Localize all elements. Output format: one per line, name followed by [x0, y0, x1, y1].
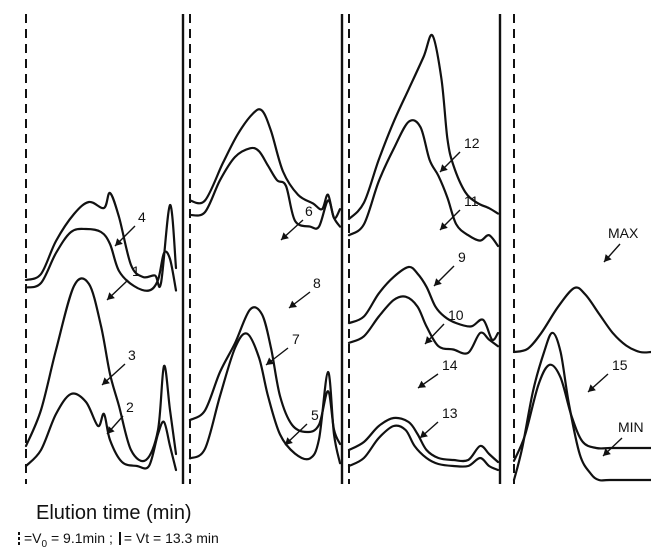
panel-dividers — [25, 14, 515, 484]
peak-label-3: 3 — [128, 347, 136, 363]
trace-10 — [347, 295, 500, 355]
arrowhead-9 — [434, 278, 442, 286]
arrowhead-8 — [289, 300, 297, 308]
peak-label-10: 10 — [448, 307, 464, 323]
marker-legend: =V0 = 9.1min ; = Vt = 13.3 min — [18, 530, 219, 550]
trace-7 — [188, 306, 342, 446]
peak-label-11: 11 — [464, 193, 479, 209]
trace-6 — [188, 108, 342, 220]
legend-v0-value: = 9.1min ; — [47, 530, 113, 546]
arrowhead-12 — [440, 164, 448, 172]
trace-13 — [347, 424, 500, 472]
arrowhead-10 — [425, 336, 433, 344]
peak-label-2: 2 — [126, 399, 134, 415]
peak-label-6: 6 — [305, 203, 313, 219]
arrowhead-5 — [285, 437, 293, 445]
arrowhead-1 — [107, 292, 115, 300]
arrowhead-11 — [440, 222, 448, 230]
peak-label-5: 5 — [311, 407, 319, 423]
peak-label-14: 14 — [442, 357, 458, 373]
peak-label-7: 7 — [292, 331, 300, 347]
peak-label-8: 8 — [313, 275, 321, 291]
trace-5 — [188, 332, 342, 465]
peak-label-max: MAX — [608, 225, 639, 241]
arrowhead-4 — [115, 238, 123, 246]
trace-9 — [347, 265, 500, 342]
peak-label-min: MIN — [618, 419, 644, 435]
elution-traces — [24, 33, 651, 482]
arrowhead-14 — [418, 380, 427, 388]
arrowhead-15 — [588, 384, 596, 392]
trace-15 — [512, 363, 651, 462]
trace-12 — [347, 33, 500, 221]
arrowhead-13 — [420, 430, 428, 438]
arrowhead-2 — [107, 426, 115, 434]
arrowhead-7 — [266, 357, 274, 365]
arrowhead-6 — [281, 232, 289, 240]
trace-3 — [24, 277, 178, 463]
trace-8 — [188, 146, 342, 230]
legend-v0-subscript: 0 — [41, 538, 48, 550]
trace-max — [512, 286, 651, 354]
dashed-marker-icon — [18, 532, 20, 545]
legend-vt-text: = Vt = 13.3 min — [123, 530, 219, 546]
peak-label-12: 12 — [464, 135, 480, 151]
peak-label-1: 1 — [132, 263, 140, 279]
peak-label-4: 4 — [138, 209, 146, 225]
arrowhead-3 — [102, 377, 110, 385]
trace-min — [512, 331, 651, 482]
arrowhead-min — [603, 448, 611, 456]
solid-marker-icon — [118, 532, 121, 545]
trace-11 — [347, 119, 500, 248]
trace-1 — [24, 227, 178, 292]
trace-14 — [347, 416, 500, 464]
peak-label-15: 15 — [612, 357, 628, 373]
peak-label-9: 9 — [458, 249, 466, 265]
x-axis-label: Elution time (min) — [36, 502, 192, 524]
legend-v0-text: =V — [24, 530, 42, 546]
peak-label-13: 13 — [442, 405, 458, 421]
trace-2 — [24, 392, 178, 472]
arrowhead-max — [604, 254, 612, 262]
trace-4 — [24, 191, 178, 289]
